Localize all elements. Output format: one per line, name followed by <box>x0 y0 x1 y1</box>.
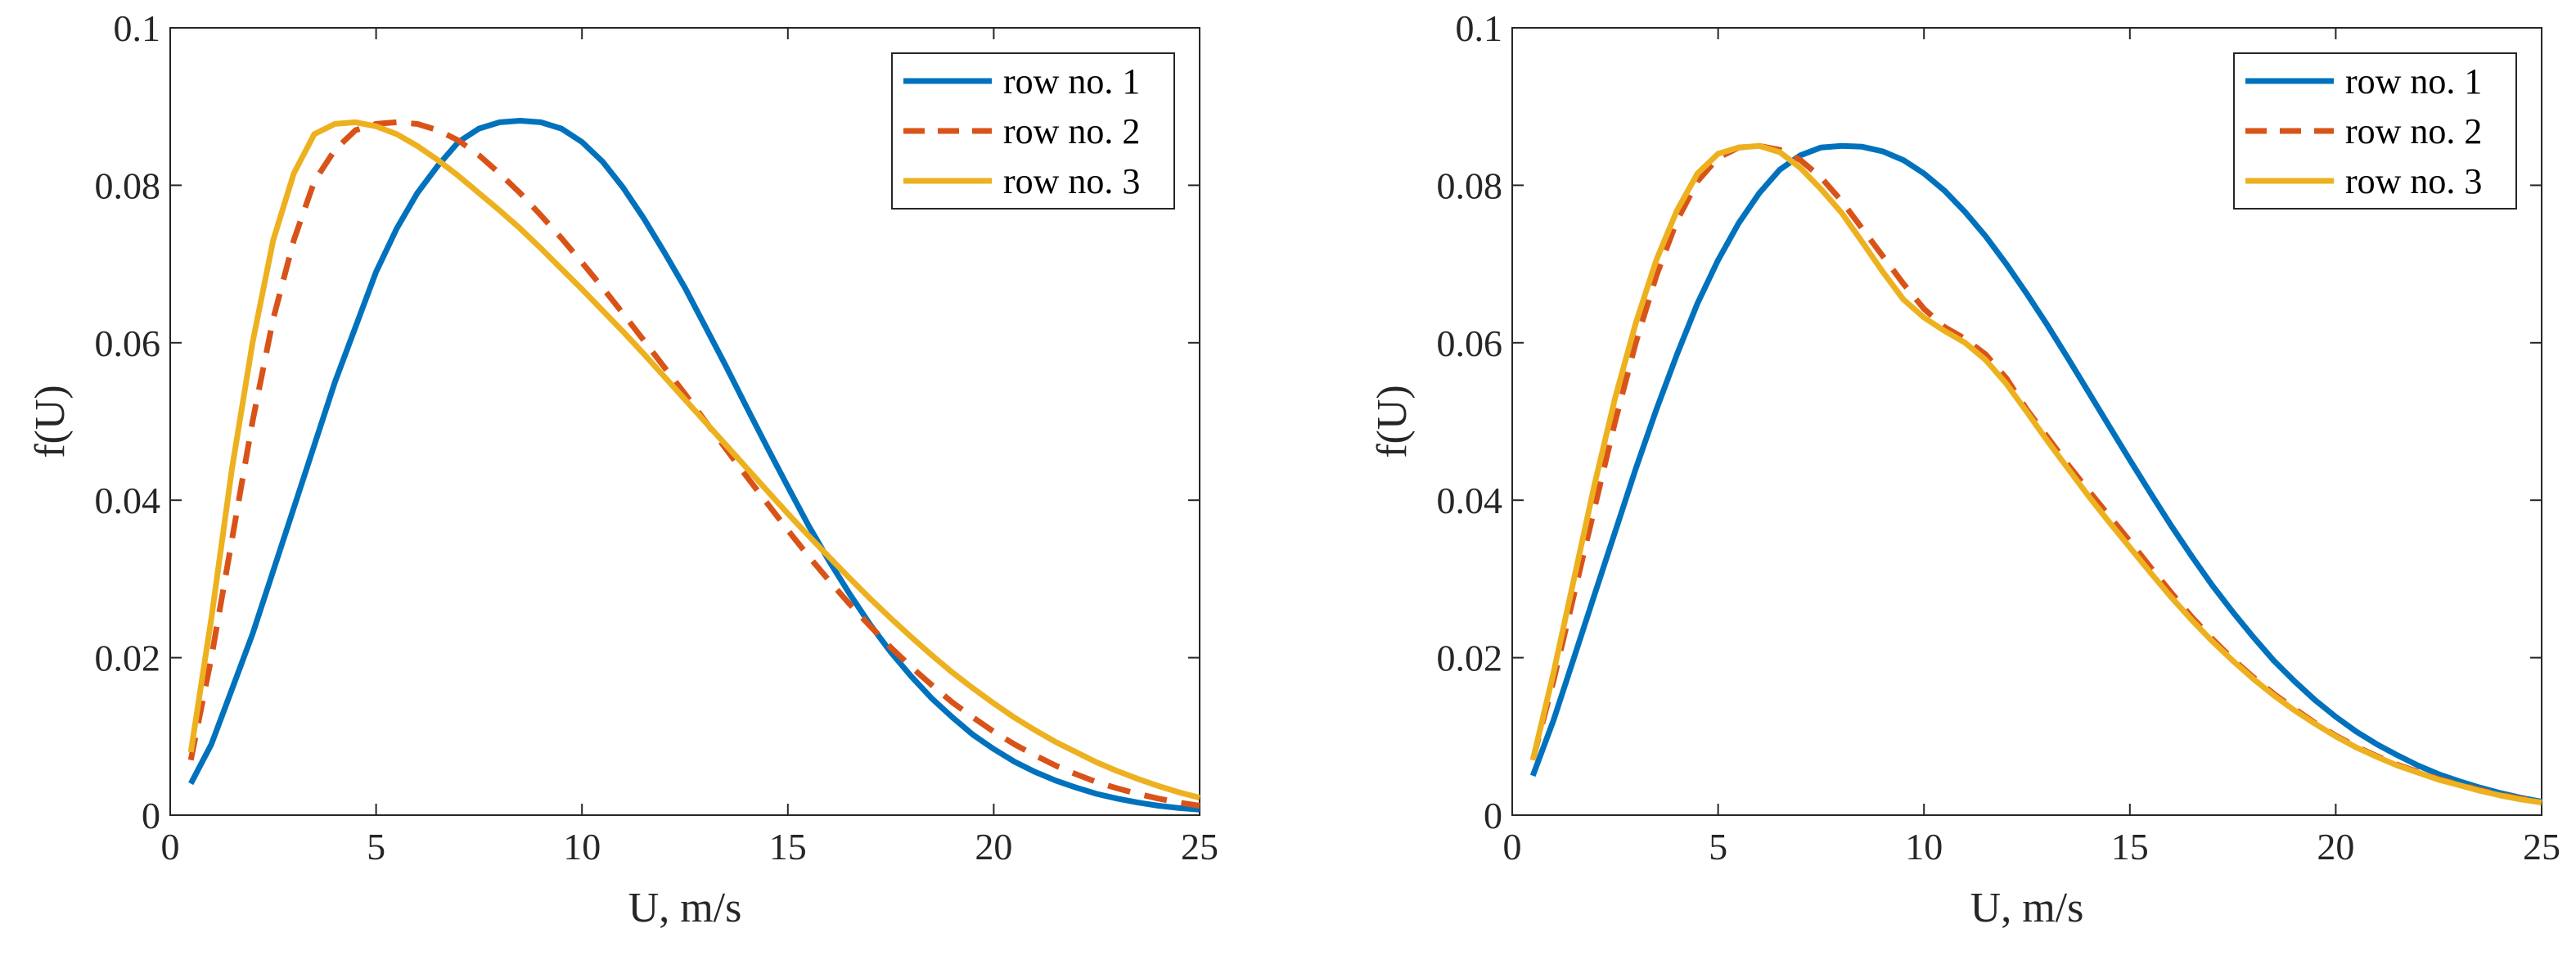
series-line-row-1 <box>188 118 1200 813</box>
x-tick-label: 20 <box>975 826 1012 868</box>
x-tick-label: 0 <box>161 826 180 868</box>
legend-label-row-2: row no. 2 <box>1003 111 1140 151</box>
y-tick-label: 0.02 <box>1437 638 1503 679</box>
y-tick-label: 0.02 <box>95 638 161 679</box>
y-tick-label: 0.08 <box>1437 165 1503 206</box>
left-chart-panel: 0 5 10 15 20 25 0 0.02 0.04 0.06 0.08 0.1 U, m/s f(U)… <box>27 7 1218 931</box>
x-tick-label: 10 <box>563 826 601 868</box>
y-tick-label: 0.04 <box>1437 480 1503 521</box>
legend-label-row-2: row no. 2 <box>2345 111 2482 151</box>
x-tick-label: 5 <box>367 826 385 868</box>
x-tick-label: 15 <box>2111 826 2149 868</box>
y-tick-label: 0.1 <box>1456 7 1503 49</box>
legend: row no. 1 row no. 2 row no. 3 <box>2233 52 2517 210</box>
y-tick-label: 0.08 <box>95 165 161 206</box>
legend-label-row-1: row no. 1 <box>2345 61 2482 101</box>
y-tick-label: 0.04 <box>95 480 161 521</box>
legend-label-row-3: row no. 3 <box>2345 161 2482 201</box>
right-chart-panel: 0 5 10 15 20 25 0 0.02 0.04 0.06 0.08 0.1 U, m/s f(U)… <box>1369 7 2560 931</box>
legend-label-row-3: row no. 3 <box>1003 161 1140 201</box>
y-tick-label: 0.06 <box>95 322 161 364</box>
legend-label-row-1: row no. 1 <box>1003 61 1140 101</box>
x-tick-label: 0 <box>1503 826 1522 868</box>
series-line-row-2 <box>187 119 1200 809</box>
x-axis-label: U, m/s <box>1970 885 2084 931</box>
x-tick-label: 20 <box>2317 826 2354 868</box>
x-tick-label: 25 <box>1181 826 1218 868</box>
series-line-row-3 <box>187 119 1200 801</box>
y-axis-label: f(U) <box>1369 385 1416 458</box>
y-tick-label: 0 <box>1484 795 1502 836</box>
y-tick-label: 0 <box>142 795 160 836</box>
series-line-row-1 <box>1529 142 2542 805</box>
x-tick-label: 15 <box>769 826 807 868</box>
y-tick-label: 0.1 <box>114 7 161 49</box>
x-tick-label: 10 <box>1905 826 1943 868</box>
series-line-row-3 <box>1529 142 2542 806</box>
legend: row no. 1 row no. 2 row no. 3 <box>891 52 1175 210</box>
x-tick-label: 25 <box>2523 826 2560 868</box>
x-tick-label: 5 <box>1709 826 1727 868</box>
x-axis-label: U, m/s <box>628 885 742 931</box>
y-tick-label: 0.06 <box>1437 322 1503 364</box>
y-axis-label: f(U) <box>27 385 74 458</box>
